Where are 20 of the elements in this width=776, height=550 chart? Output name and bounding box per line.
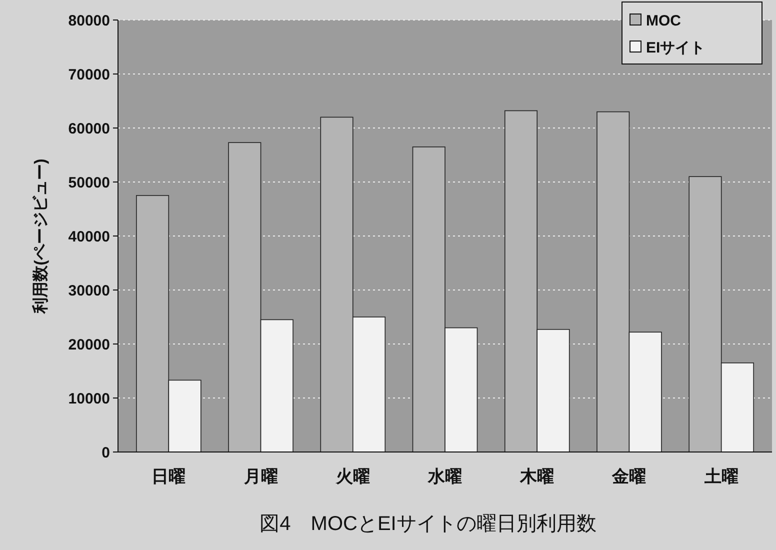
y-tick-label: 60000 — [68, 120, 110, 138]
legend-label: EIサイト — [646, 39, 706, 56]
x-tick-label: 日曜 — [152, 467, 186, 486]
x-tick-label: 火曜 — [336, 467, 370, 486]
y-axis-title: 利用数(ページビュー) — [32, 158, 50, 314]
x-tick-label: 土曜 — [703, 467, 738, 486]
y-tick-label: 70000 — [68, 66, 110, 84]
x-tick-label: 木曜 — [519, 467, 554, 486]
legend-label: MOC — [646, 12, 682, 30]
y-tick-label: 0 — [102, 444, 110, 462]
y-tick-label: 40000 — [68, 228, 110, 246]
y-tick-label: 20000 — [68, 336, 110, 354]
x-tick-label: 月曜 — [242, 467, 278, 486]
x-tick-label: 水曜 — [427, 467, 462, 486]
y-tick-label: 30000 — [68, 282, 110, 300]
y-tick-label: 10000 — [68, 390, 110, 408]
y-tick-label: 50000 — [68, 174, 110, 192]
y-tick-label: 80000 — [68, 12, 110, 30]
x-tick-label: 金曜 — [611, 467, 646, 486]
text: 図4 MOCとEIサイトの曜日別利用数 — [260, 513, 596, 535]
